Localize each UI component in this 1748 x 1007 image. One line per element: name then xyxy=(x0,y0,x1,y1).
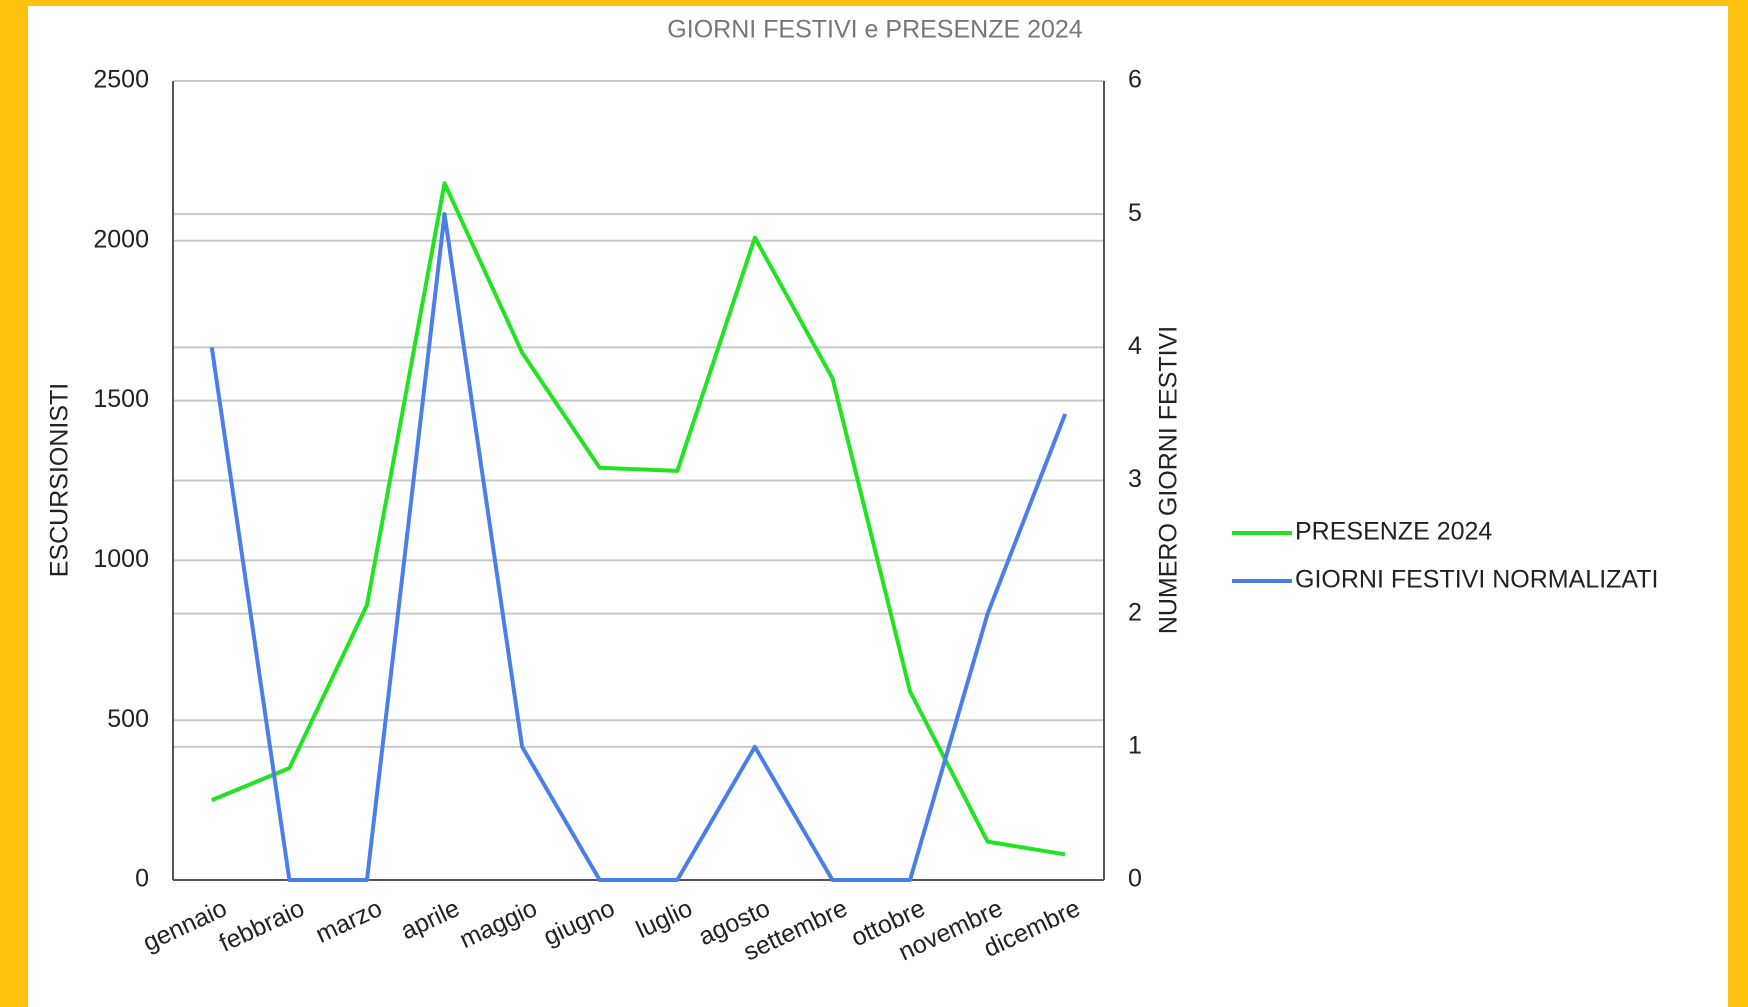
y2-tick-label: 3 xyxy=(1128,465,1142,493)
y2-tick-label: 6 xyxy=(1128,66,1142,94)
y2-tick-label: 5 xyxy=(1128,199,1142,227)
y2-tick-label: 1 xyxy=(1128,731,1142,759)
y-tick-label: 500 xyxy=(107,705,149,733)
y-axis-label: ESCURSIONISTI xyxy=(46,383,74,577)
y2-tick-label: 2 xyxy=(1128,598,1142,626)
y-tick-label: 1000 xyxy=(93,545,149,573)
legend-label: PRESENZE 2024 xyxy=(1295,518,1492,546)
y2-axis-label: NUMERO GIORNI FESTIVI xyxy=(1155,326,1183,634)
y-tick-label: 2500 xyxy=(93,66,149,94)
y2-tick-label: 4 xyxy=(1128,332,1142,360)
y-tick-label: 0 xyxy=(135,865,149,893)
y2-tick-label: 0 xyxy=(1128,865,1142,893)
y-tick-label: 1500 xyxy=(93,385,149,413)
y-tick-label: 2000 xyxy=(93,225,149,253)
panel xyxy=(28,6,1728,1007)
series-line xyxy=(211,181,1066,857)
legend-label: GIORNI FESTIVI NORMALIZATI xyxy=(1295,566,1658,594)
chart-title: GIORNI FESTIVI e PRESENZE 2024 xyxy=(667,16,1083,44)
series-line xyxy=(209,212,1068,882)
